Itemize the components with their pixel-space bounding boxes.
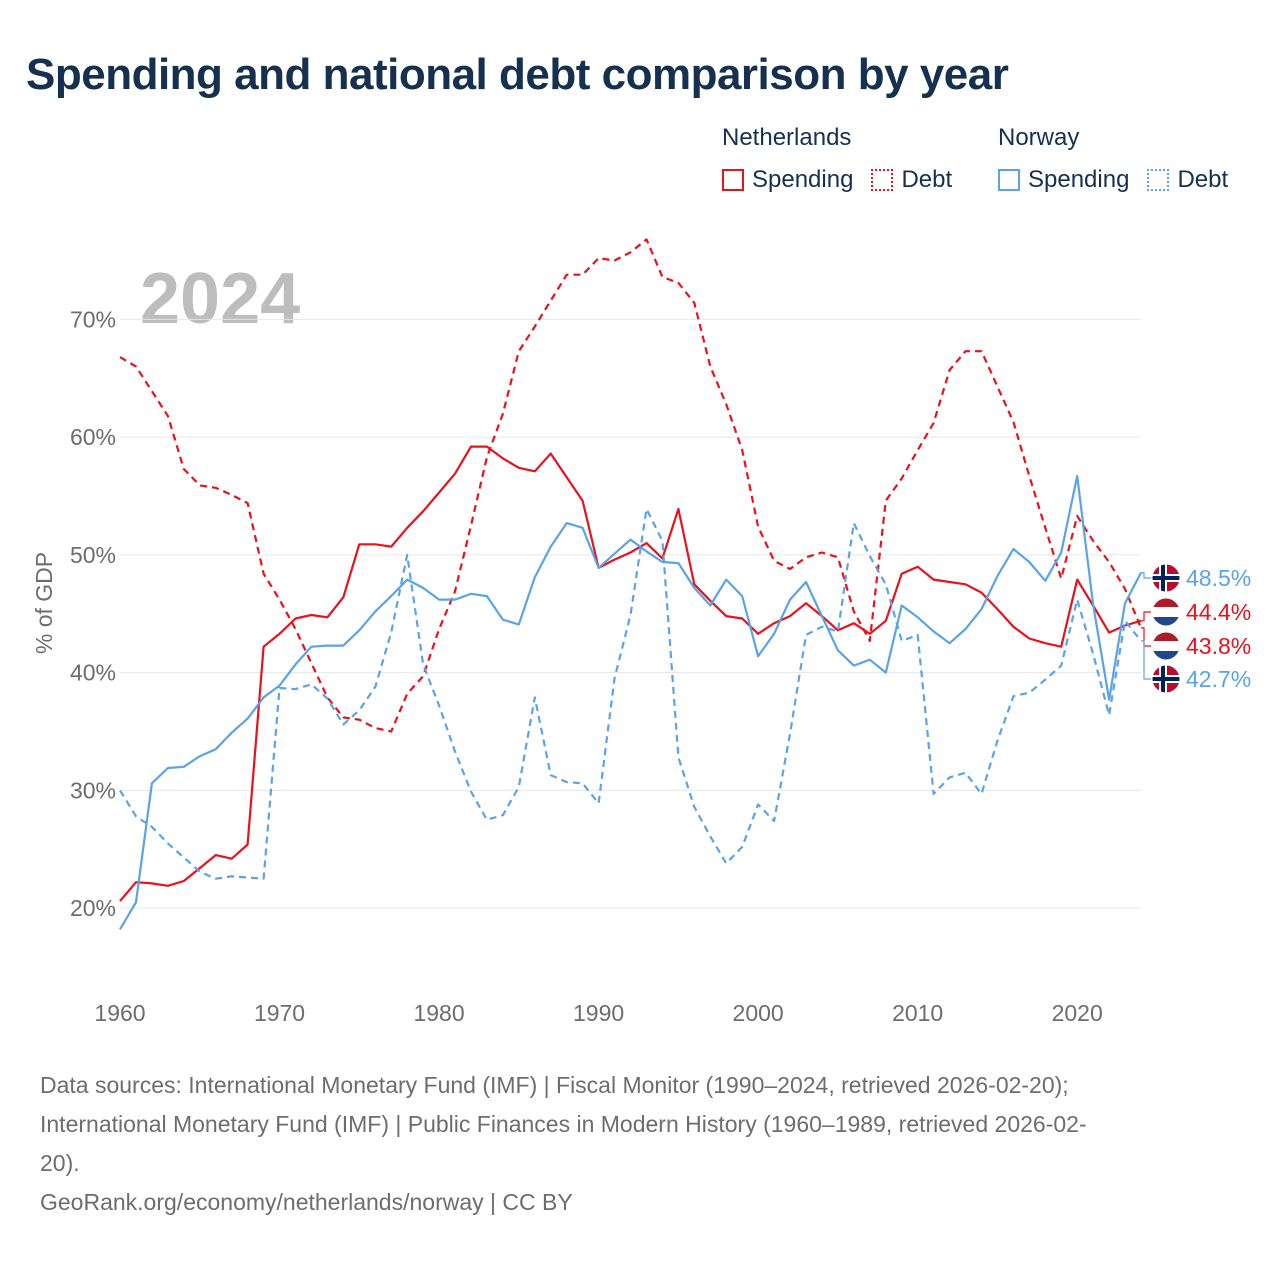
legend-netherlands-debt[interactable]: Debt [871,166,952,194]
data-sources-line-3: 20). [40,1150,80,1176]
y-tick-label: 30% [70,777,116,803]
end-label-connector [1141,627,1151,647]
end-value-label: 42.7% [1186,666,1251,692]
norway-flag-icon [1151,664,1181,694]
footer: Data sources: International Monetary Fun… [40,1066,1240,1222]
legend-dotted-swatch-icon [1147,169,1170,191]
legend-netherlands: Netherlands Spending Debt [722,124,970,194]
y-tick-label: 20% [70,895,116,921]
end-value-label: 48.5% [1186,565,1251,591]
data-sources-line-1: Data sources: International Monetary Fun… [40,1072,1069,1098]
x-tick-label: 1960 [94,1000,145,1026]
netherlands-flag-icon [1151,597,1181,627]
norway-spending-line[interactable] [119,474,1142,930]
y-tick-label: 40% [70,660,116,686]
norway-debt-line[interactable] [119,507,1142,880]
x-tick-label: 1990 [573,1000,624,1026]
netherlands-spending-line[interactable] [119,445,1142,902]
end-value-label: 43.8% [1186,633,1251,659]
y-tick-label: 50% [70,542,116,568]
end-label-connector [1141,640,1151,680]
legend-label: Spending [1028,166,1130,193]
line-chart: 20% 30% 40% 50% 60% 70% 1960 1970 1980 1990 2000 20… [31,238,1251,1026]
netherlands-flag-icon [1151,631,1181,661]
x-tick-label: 2010 [892,1000,943,1026]
data-sources-line-2: International Monetary Fund (IMF) | Publ… [40,1111,1087,1137]
legend-label: Debt [1177,166,1229,193]
year-label: 2024 [140,259,301,339]
y-axis-title: % of GDP [31,552,57,654]
x-tick-label: 1970 [254,1000,305,1026]
legend-norway-spending[interactable]: Spending [998,166,1129,194]
end-label-connector [1141,611,1151,622]
x-tick-label: 1980 [413,1000,464,1026]
legend-label: Debt [901,166,953,193]
legend-solid-swatch-icon [998,169,1020,191]
y-tick-label: 60% [70,424,116,450]
legend-netherlands-title: Netherlands [722,124,852,151]
legend-norway-title: Norway [998,124,1080,151]
netherlands-debt-line[interactable] [119,238,1143,733]
legend-norway-debt[interactable]: Debt [1147,166,1228,194]
legend-netherlands-spending[interactable]: Spending [722,166,853,194]
chart-title: Spending and national debt comparison by… [26,50,1009,99]
y-tick-label: 70% [70,306,116,332]
legend-solid-swatch-icon [722,169,744,191]
x-tick-label: 2020 [1052,1000,1103,1026]
source-url[interactable]: GeoRank.org/economy/netherlands/norway |… [40,1189,573,1215]
x-tick-label: 2000 [733,1000,784,1026]
legend-label: Spending [752,166,854,193]
norway-flag-icon [1151,563,1181,593]
end-value-label: 44.4% [1186,599,1251,625]
legend-dotted-swatch-icon [871,169,894,191]
end-label-connector [1141,572,1151,579]
legend-norway: Norway Spending Debt [998,124,1246,194]
